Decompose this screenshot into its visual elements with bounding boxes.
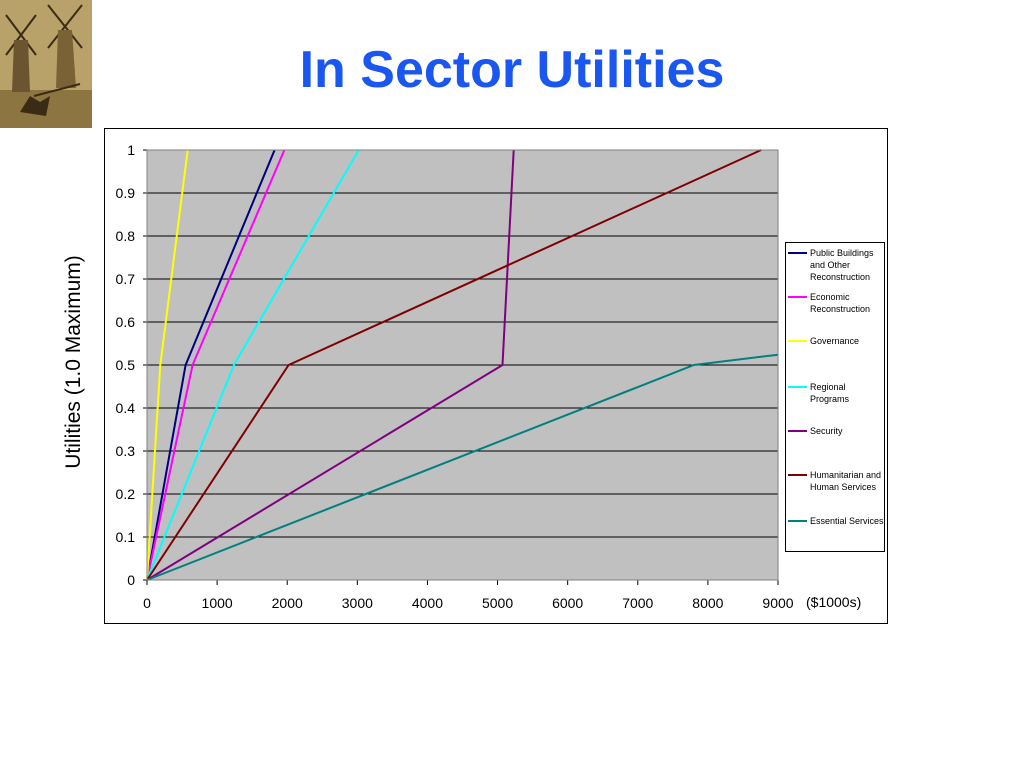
legend-swatch <box>788 520 807 522</box>
legend-label: Security <box>810 426 843 436</box>
y-tick-label: 0 <box>127 572 135 588</box>
y-tick-label: 0.3 <box>116 443 136 459</box>
legend-item: Public Buildings and Other Reconstructio… <box>788 247 885 283</box>
x-tick-label: 6000 <box>552 595 583 611</box>
legend-swatch <box>788 252 807 254</box>
legend-item: Security <box>788 425 885 437</box>
legend-item: Essential Services <box>788 515 885 527</box>
y-tick-label: 1 <box>127 142 135 158</box>
x-tick-label: 4000 <box>412 595 443 611</box>
legend-label: Essential Services <box>810 516 884 526</box>
legend-label: Economic Reconstruction <box>810 292 871 314</box>
y-tick-label: 0.1 <box>116 529 136 545</box>
legend-item: Humanitarian and Human Services <box>788 469 885 493</box>
series-line-7 <box>146 353 779 581</box>
x-tick-label: 2000 <box>272 595 303 611</box>
y-axis-label: Utilities (1.0 Maximum) <box>62 255 85 469</box>
y-tick-label: 0.9 <box>116 185 136 201</box>
legend-item: Economic Reconstruction <box>788 291 885 315</box>
series-line-4 <box>146 149 360 581</box>
windmills-knight-icon <box>0 0 92 128</box>
chart-legend: Public Buildings and Other Reconstructio… <box>785 242 885 552</box>
series-line-2 <box>146 149 286 581</box>
legend-label: Public Buildings and Other Reconstructio… <box>810 248 874 282</box>
y-tick-label: 0.2 <box>116 486 136 502</box>
series-line-6 <box>146 149 762 581</box>
legend-label: Governance <box>810 336 860 346</box>
y-tick-label: 0.5 <box>116 357 136 373</box>
legend-label: Regional Programs <box>810 382 850 404</box>
y-tick-label: 0.4 <box>116 400 136 416</box>
slide-title: In Sector Utilities <box>299 41 725 99</box>
legend-item: Governance <box>788 335 885 347</box>
legend-label: Humanitarian and Human Services <box>810 470 882 492</box>
legend-swatch <box>788 474 807 476</box>
plot-border <box>146 149 779 581</box>
x-tick-label: 8000 <box>692 595 723 611</box>
x-tick-label: 7000 <box>622 595 653 611</box>
series-line-1 <box>146 149 276 581</box>
series-line-5 <box>146 149 515 581</box>
x-tick-label: 1000 <box>202 595 233 611</box>
x-tick-label: 0 <box>143 595 151 611</box>
x-axis-unit-label: ($1000s) <box>806 594 862 610</box>
y-tick-label: 0.8 <box>116 228 136 244</box>
x-tick-label: 9000 <box>762 595 793 611</box>
x-tick-label: 5000 <box>482 595 513 611</box>
legend-swatch <box>788 430 807 432</box>
x-tick-label: 3000 <box>342 595 373 611</box>
legend-swatch <box>788 296 807 298</box>
y-tick-label: 0.6 <box>116 314 136 330</box>
legend-swatch <box>788 386 807 388</box>
legend-swatch <box>788 340 807 342</box>
series-line-3 <box>146 149 189 581</box>
legend-item: Regional Programs <box>788 381 885 405</box>
y-tick-label: 0.7 <box>116 271 136 287</box>
